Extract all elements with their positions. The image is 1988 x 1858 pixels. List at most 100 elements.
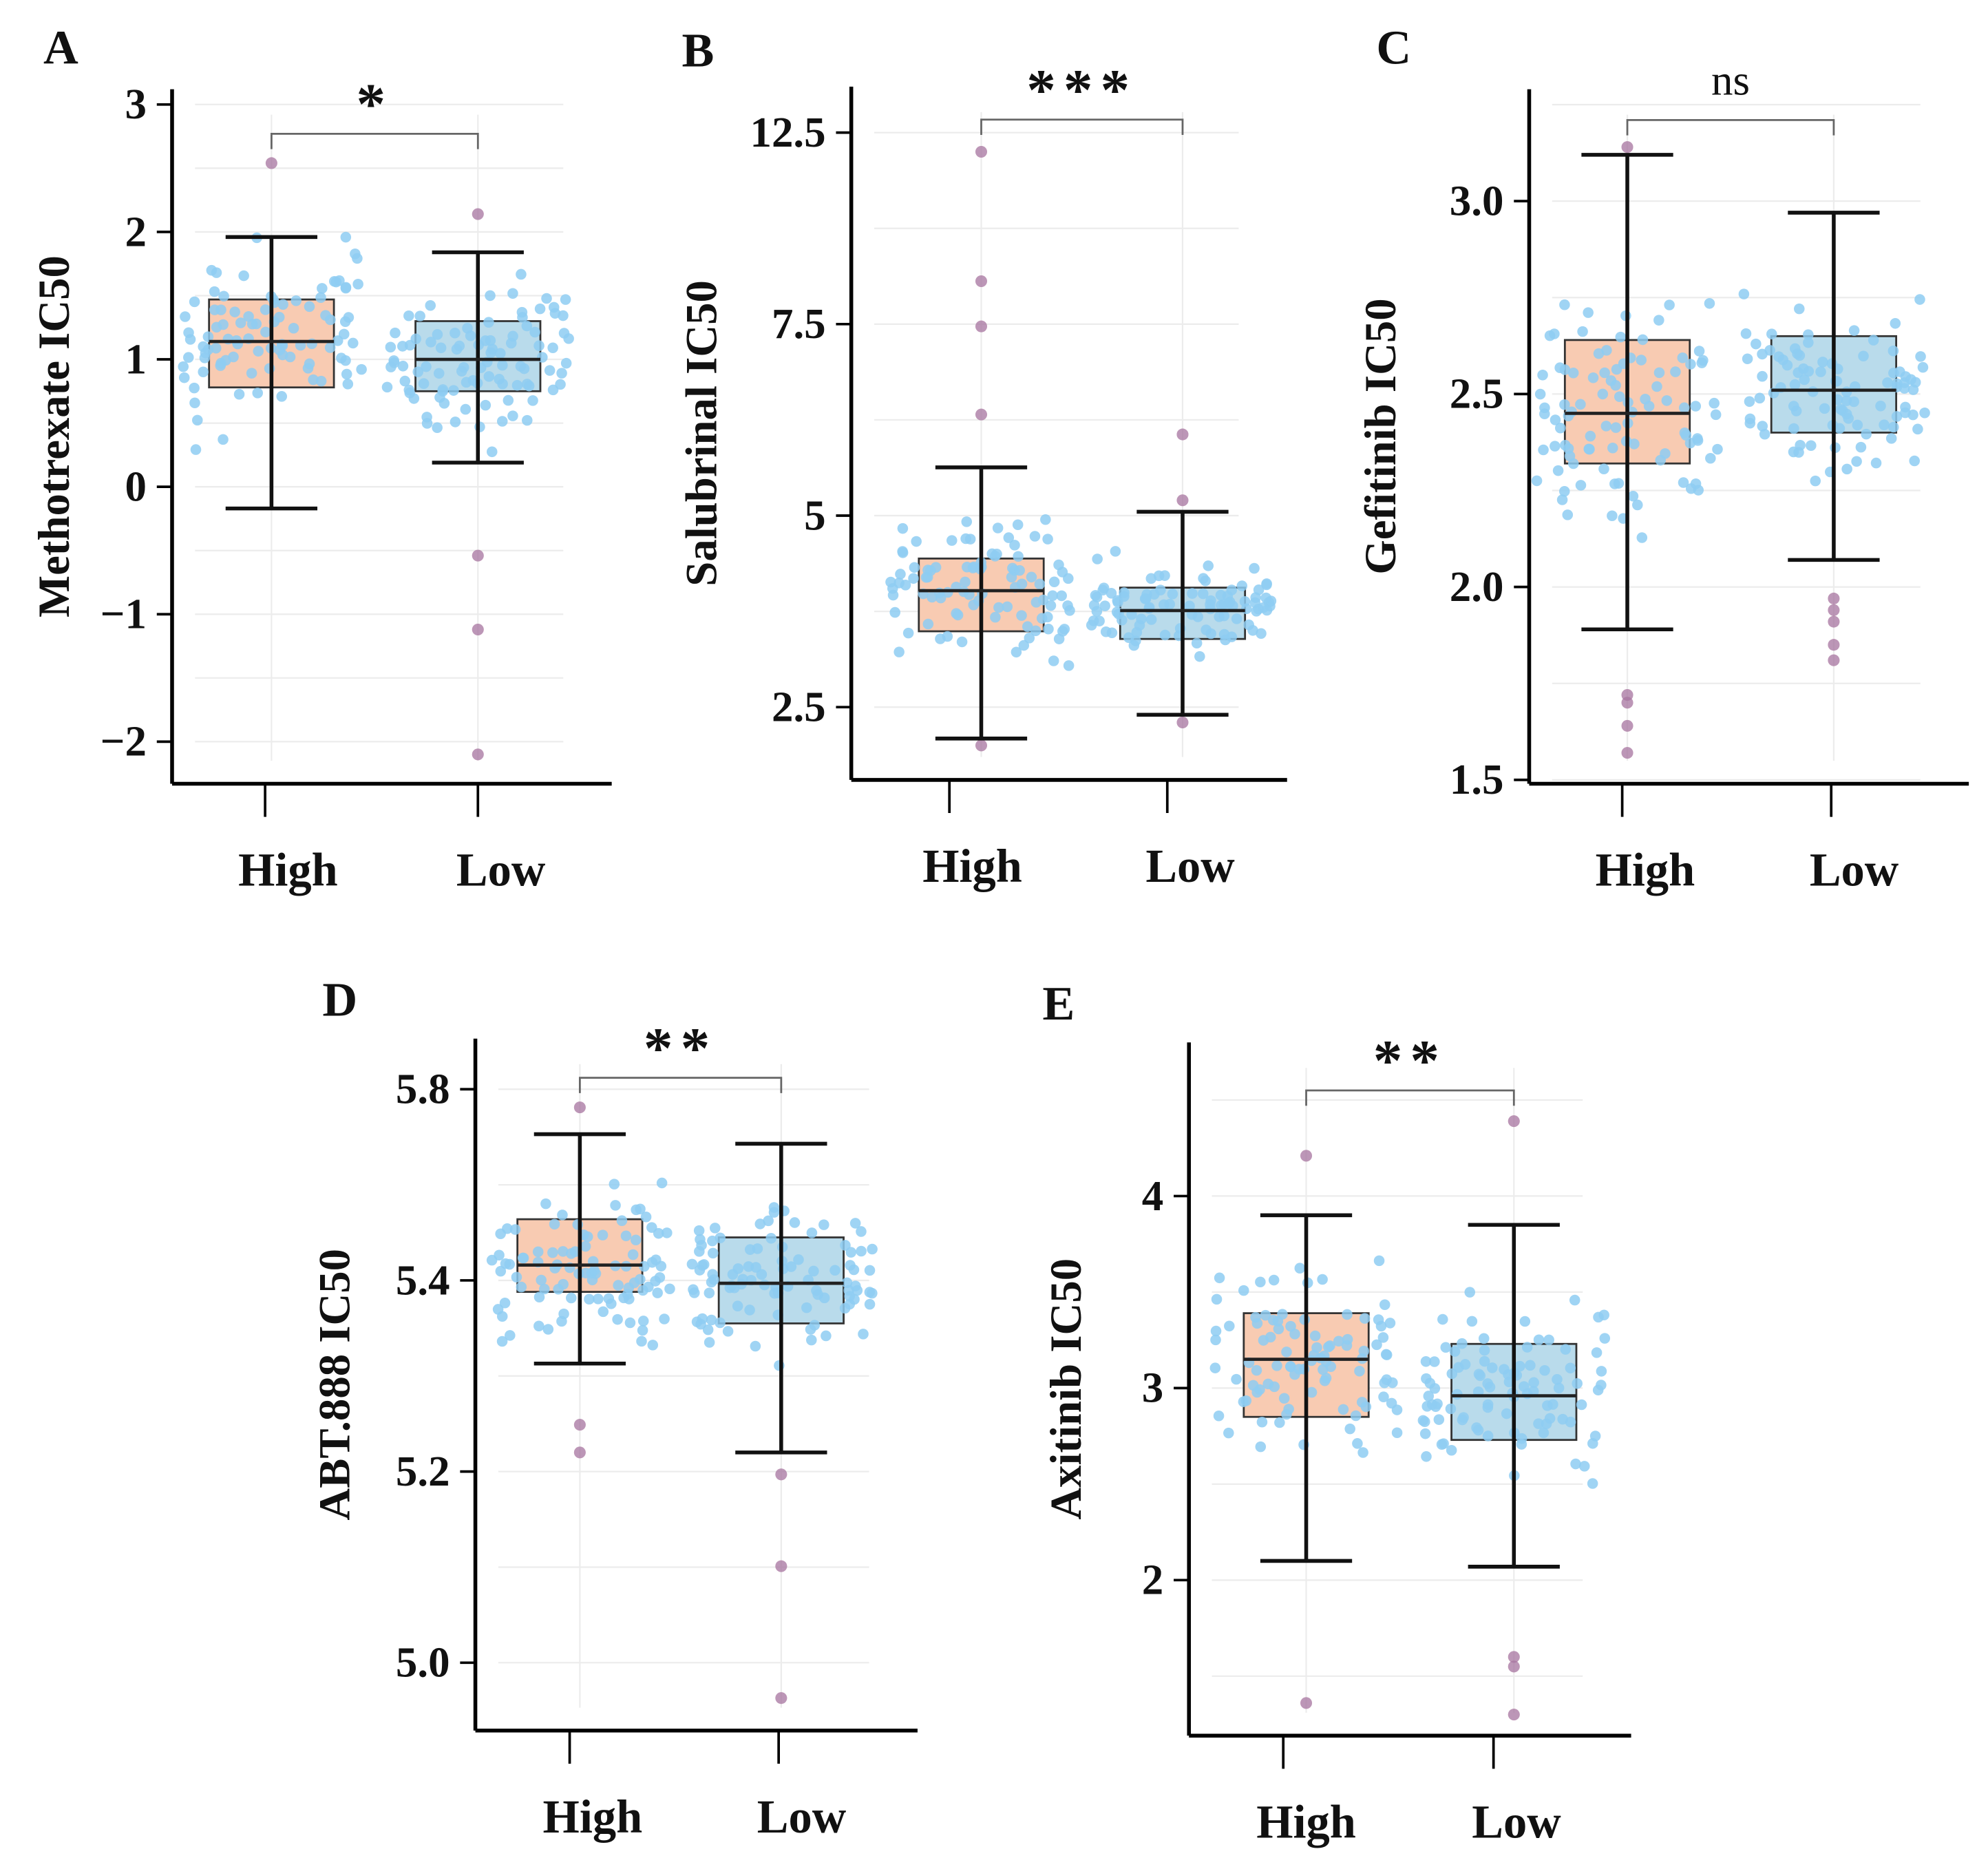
data-point bbox=[507, 410, 518, 421]
data-point bbox=[1429, 1356, 1440, 1367]
data-point bbox=[856, 1245, 867, 1257]
data-point bbox=[558, 1308, 569, 1320]
data-point bbox=[1712, 443, 1723, 455]
data-point bbox=[656, 1177, 668, 1189]
data-point bbox=[480, 399, 491, 411]
data-point bbox=[277, 299, 288, 310]
data-point bbox=[1577, 326, 1588, 337]
data-point bbox=[1757, 348, 1768, 360]
data-point bbox=[1914, 294, 1925, 305]
y-tick-label: 2 bbox=[125, 207, 147, 255]
data-point bbox=[1440, 1342, 1452, 1353]
data-point bbox=[1879, 419, 1890, 430]
box-low bbox=[1738, 211, 1930, 666]
data-point bbox=[505, 1330, 516, 1341]
data-point bbox=[598, 1306, 609, 1318]
data-point bbox=[1285, 1361, 1296, 1372]
data-point bbox=[1907, 384, 1919, 395]
y-tick-label: 7.5 bbox=[772, 299, 826, 348]
data-point bbox=[549, 1218, 560, 1230]
data-point bbox=[198, 366, 209, 378]
data-point bbox=[1098, 582, 1110, 593]
data-point bbox=[1110, 546, 1121, 557]
data-point bbox=[1251, 1318, 1263, 1329]
data-point bbox=[1888, 368, 1899, 379]
data-point bbox=[1256, 628, 1267, 639]
data-point bbox=[1806, 440, 1817, 452]
data-point bbox=[502, 1223, 513, 1234]
data-point bbox=[533, 1291, 545, 1302]
data-point bbox=[885, 576, 896, 588]
data-point bbox=[1218, 610, 1229, 622]
y-tick-label: 1.5 bbox=[1450, 755, 1504, 803]
data-point bbox=[895, 569, 906, 580]
data-point bbox=[1569, 1294, 1580, 1306]
data-point bbox=[1464, 1287, 1476, 1298]
data-point bbox=[655, 1260, 667, 1272]
x-tick-label: Low bbox=[1472, 1795, 1561, 1848]
data-point bbox=[1042, 611, 1053, 623]
data-point bbox=[1391, 1427, 1403, 1439]
data-point bbox=[1249, 562, 1260, 574]
y-tick-label: 2.5 bbox=[1450, 370, 1504, 418]
data-point bbox=[388, 357, 400, 368]
data-point bbox=[1482, 1431, 1494, 1442]
data-point bbox=[697, 1313, 708, 1324]
significance-bracket bbox=[980, 118, 1184, 135]
data-point bbox=[1653, 367, 1665, 379]
data-point bbox=[647, 1340, 659, 1351]
data-point bbox=[1130, 635, 1141, 646]
data-point bbox=[1457, 1414, 1468, 1426]
data-point bbox=[1159, 629, 1171, 641]
data-point bbox=[381, 381, 393, 393]
data-point bbox=[403, 310, 414, 321]
data-point bbox=[1905, 374, 1916, 386]
data-point bbox=[1632, 499, 1643, 511]
data-point bbox=[189, 296, 200, 308]
data-point bbox=[534, 303, 546, 315]
data-point bbox=[1909, 455, 1920, 467]
data-point bbox=[1803, 366, 1815, 377]
data-point bbox=[340, 282, 352, 294]
data-point bbox=[1549, 328, 1560, 339]
data-point bbox=[1597, 388, 1609, 400]
data-point bbox=[342, 379, 354, 390]
data-point bbox=[328, 276, 340, 287]
data-point bbox=[494, 1249, 505, 1261]
data-point bbox=[1479, 1344, 1490, 1356]
data-point bbox=[308, 374, 319, 386]
data-point bbox=[206, 264, 218, 276]
data-point bbox=[1344, 1423, 1355, 1435]
data-point bbox=[1293, 1364, 1305, 1375]
data-point bbox=[211, 321, 222, 333]
outlier-point bbox=[1621, 747, 1633, 759]
significance-label: ** bbox=[1373, 1028, 1447, 1093]
data-point bbox=[806, 1227, 818, 1238]
data-point bbox=[1661, 395, 1673, 406]
data-point bbox=[414, 310, 425, 321]
data-point bbox=[496, 1336, 508, 1347]
data-point bbox=[1522, 1388, 1533, 1400]
data-point bbox=[1294, 1263, 1306, 1274]
data-point bbox=[1583, 307, 1594, 318]
data-point bbox=[522, 379, 533, 390]
data-point bbox=[1912, 423, 1923, 435]
data-point bbox=[1852, 419, 1863, 431]
data-point bbox=[1519, 1316, 1531, 1327]
data-point bbox=[1419, 1428, 1431, 1439]
panel-label: E bbox=[1042, 977, 1075, 1031]
data-point bbox=[1112, 595, 1123, 606]
data-point bbox=[992, 522, 1004, 534]
data-point bbox=[276, 391, 288, 402]
data-point bbox=[1187, 588, 1198, 599]
data-point bbox=[547, 384, 559, 396]
data-point bbox=[805, 1324, 816, 1335]
data-point bbox=[1106, 588, 1117, 599]
data-point bbox=[1053, 633, 1065, 644]
data-point bbox=[183, 352, 194, 363]
data-point bbox=[1211, 1294, 1223, 1305]
data-point bbox=[1795, 439, 1806, 451]
data-point bbox=[1640, 394, 1651, 405]
data-point bbox=[664, 1283, 675, 1295]
data-point bbox=[547, 1247, 558, 1258]
